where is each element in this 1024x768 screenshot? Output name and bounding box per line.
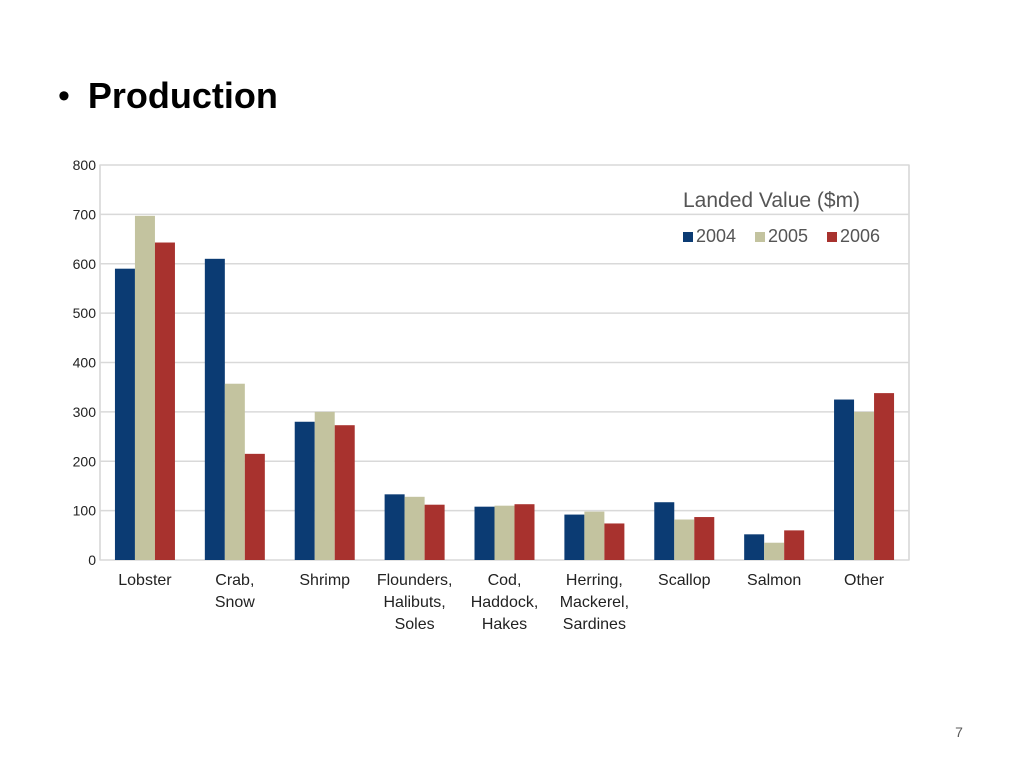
y-axis-tick-labels: 0 100 200 300 400 500 600 700 800 [73, 157, 97, 568]
legend-swatch-2006 [827, 232, 837, 242]
x-tick-label: Shrimp [299, 572, 350, 589]
y-tick-label: 700 [73, 206, 97, 222]
bar-2005 [404, 496, 425, 560]
x-tick-label: Herring, Mackerel, Sardines [560, 572, 629, 633]
bar-2006 [604, 523, 625, 560]
legend: Landed Value ($m) 2004 2005 2006 [683, 189, 880, 246]
bar-2006 [424, 504, 445, 560]
legend-swatch-2004 [683, 232, 693, 242]
chart-title: Landed Value ($m) [683, 189, 860, 212]
x-tick-label: Scallop [658, 572, 711, 589]
y-tick-label: 200 [73, 453, 97, 469]
bar-2004 [654, 502, 675, 560]
bar-2004 [294, 421, 315, 560]
bar-2005 [314, 411, 335, 560]
bar-2004 [744, 534, 765, 560]
bars [114, 215, 895, 561]
bar-2006 [154, 242, 175, 561]
y-tick-label: 100 [73, 503, 97, 519]
bar-2006 [514, 504, 535, 560]
bar-2005 [584, 511, 605, 560]
y-tick-label: 500 [73, 305, 97, 321]
y-tick-label: 300 [73, 404, 97, 420]
legend-label-2004: 2004 [696, 226, 736, 246]
bar-2005 [224, 383, 245, 560]
x-tick-label: Flounders, Halibuts, Soles [377, 572, 453, 633]
y-tick-label: 0 [88, 552, 96, 568]
slide-title: Production [87, 75, 278, 116]
bar-2004 [564, 514, 585, 560]
legend-swatch-2005 [755, 232, 765, 242]
x-tick-label: Salmon [747, 572, 801, 589]
y-tick-label: 800 [73, 157, 97, 173]
x-tick-label: Cod, Haddock, Hakes [471, 572, 539, 633]
x-tick-label: Crab, Snow [215, 572, 255, 611]
bar-2004 [384, 494, 405, 560]
bar-2006 [334, 425, 355, 560]
legend-entries: 2004 2005 2006 [683, 226, 880, 246]
bar-2006 [244, 453, 265, 560]
bullet-line: • Production [58, 78, 278, 114]
y-tick-label: 400 [73, 355, 97, 371]
bar-2005 [674, 519, 695, 560]
bar-2006 [784, 530, 805, 560]
bar-2004 [474, 506, 495, 560]
bar-2005 [764, 542, 785, 560]
x-tick-label: Lobster [118, 572, 172, 589]
y-tick-label: 600 [73, 256, 97, 272]
bar-2005 [854, 411, 875, 560]
bullet-dot: • [58, 77, 70, 115]
bar-2004 [114, 268, 135, 560]
x-tick-label: Other [844, 572, 885, 589]
x-axis-tick-labels: Lobster Crab, Snow Shrimp Flounders, Halibuts… [118, 572, 884, 633]
bar-2005 [134, 215, 155, 560]
bar-2006 [874, 393, 895, 560]
bar-2004 [834, 399, 855, 560]
legend-label-2005: 2005 [768, 226, 808, 246]
legend-label-2006: 2006 [840, 226, 880, 246]
bar-2004 [204, 258, 225, 560]
bar-2005 [494, 505, 515, 560]
page-number: 7 [955, 724, 963, 740]
bar-2006 [694, 517, 715, 560]
